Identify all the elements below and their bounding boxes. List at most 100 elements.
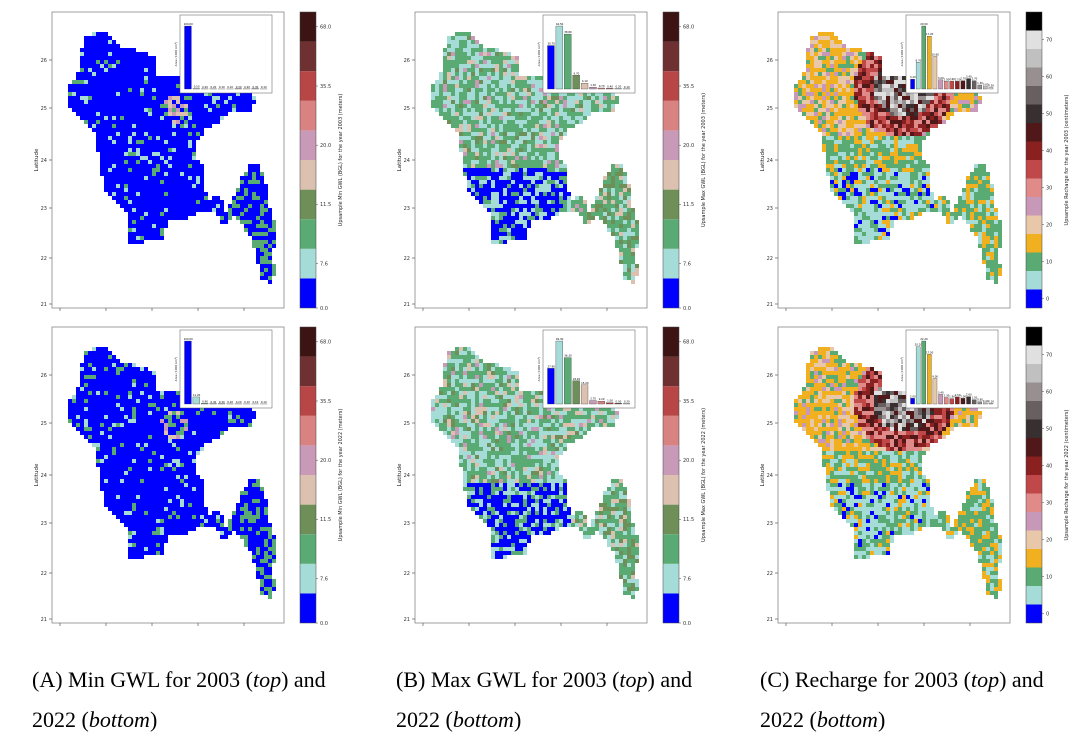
map-cell	[906, 188, 910, 192]
map-cell	[96, 132, 100, 136]
map-cell	[826, 112, 830, 116]
map-cell	[818, 48, 822, 52]
map-cell	[890, 192, 894, 196]
map-cell	[116, 188, 120, 192]
map-cell	[172, 88, 176, 92]
map-cell	[882, 192, 886, 196]
map-cell	[88, 64, 92, 68]
map-cell	[834, 184, 838, 188]
map-cell	[850, 188, 854, 192]
map-chart: 2625242322218889909192LongitudeLatitudeA…	[760, 11, 1070, 311]
map-cell	[982, 192, 986, 196]
map-cell	[870, 156, 874, 160]
map-cell	[124, 64, 128, 68]
map-cell	[483, 52, 487, 56]
map-cell	[822, 128, 826, 132]
map-cell	[100, 359, 104, 363]
map-cell	[124, 172, 128, 176]
map-cell	[168, 76, 172, 80]
map-cell	[878, 156, 882, 160]
map-cell	[898, 192, 902, 196]
map-cell	[615, 188, 619, 192]
map-cell	[862, 232, 866, 236]
map-cell	[144, 208, 148, 212]
map-cell	[619, 224, 623, 228]
map-cell	[447, 88, 451, 92]
map-cell	[846, 88, 850, 92]
map-cell	[862, 228, 866, 232]
map-cell	[906, 124, 910, 128]
map-cell	[902, 104, 906, 108]
map-cell	[866, 132, 870, 136]
map-cell	[260, 204, 264, 208]
map-cell	[519, 80, 523, 84]
map-cell	[914, 128, 918, 132]
map-cell	[926, 124, 930, 128]
map-cell	[192, 120, 196, 124]
map-cell	[467, 144, 471, 148]
map-cell	[611, 212, 615, 216]
map-cell	[850, 96, 854, 100]
map-cell	[918, 212, 922, 216]
map-cell	[463, 72, 467, 76]
map-cell	[603, 108, 607, 112]
map-cell	[507, 188, 511, 192]
map-cell	[862, 168, 866, 172]
map-cell	[260, 228, 264, 232]
map-cell	[487, 84, 491, 88]
map-cell	[499, 100, 503, 104]
map-cell	[487, 88, 491, 92]
map-cell	[575, 120, 579, 124]
map-cell	[838, 84, 842, 88]
map-cell	[607, 176, 611, 180]
map-cell	[926, 196, 930, 200]
map-cell	[96, 100, 100, 104]
map-cell	[926, 184, 930, 188]
map-cell	[176, 104, 180, 108]
map-cell	[88, 116, 92, 120]
map-cell	[846, 48, 850, 52]
map-cell	[539, 160, 543, 164]
map-cell	[168, 88, 172, 92]
map-cell	[116, 152, 120, 156]
map-cell	[475, 128, 479, 132]
map-cell	[890, 80, 894, 84]
inset-bar	[983, 86, 988, 90]
map-cell	[810, 108, 814, 112]
y-tick-label: 21	[404, 302, 410, 308]
map-cell	[112, 76, 116, 80]
map-cell	[88, 44, 92, 48]
map-cell	[256, 252, 260, 256]
map-cell	[152, 180, 156, 184]
map-cell	[507, 192, 511, 196]
map-cell	[898, 136, 902, 140]
map-cell	[826, 140, 830, 144]
map-cell	[515, 208, 519, 212]
map-cell	[148, 172, 152, 176]
map-cell	[842, 92, 846, 96]
map-cell	[862, 72, 866, 76]
map-cell	[180, 100, 184, 104]
map-cell	[894, 112, 898, 116]
map-cell	[244, 172, 248, 176]
map-cell	[172, 200, 176, 204]
map-cell	[535, 156, 539, 160]
map-cell	[535, 104, 539, 108]
map-cell	[76, 108, 80, 112]
map-cell	[104, 351, 108, 355]
map-cell	[894, 180, 898, 184]
map-cell	[188, 148, 192, 152]
map-cell	[519, 204, 523, 208]
map-cell	[188, 184, 192, 188]
map-cell	[188, 144, 192, 148]
map-cell	[136, 216, 140, 220]
map-cell	[854, 132, 858, 136]
map-cell	[164, 196, 168, 200]
map-cell	[830, 36, 834, 40]
map-cell	[878, 192, 882, 196]
inset-bar	[932, 56, 938, 90]
map-cell	[858, 48, 862, 52]
map-cell	[539, 88, 543, 92]
map-cell	[180, 168, 184, 172]
map-cell	[495, 168, 499, 172]
